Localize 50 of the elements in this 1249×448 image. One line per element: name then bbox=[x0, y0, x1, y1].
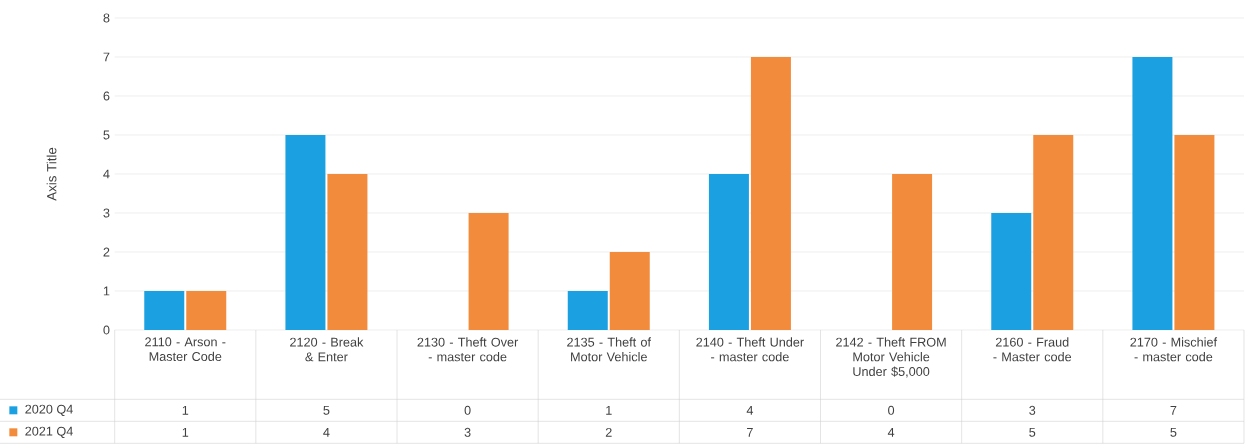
bar bbox=[750, 56, 791, 330]
data-label: 5 bbox=[1029, 427, 1036, 437]
bar bbox=[285, 134, 326, 330]
y-tick-label: 8 bbox=[103, 13, 110, 23]
x-tick-label: 2120 - Break & Enter bbox=[290, 337, 364, 362]
y-tick-label: 6 bbox=[103, 91, 110, 101]
data-label: 1 bbox=[182, 405, 189, 415]
x-tick-label: 2170 - Mischief - master code bbox=[1130, 337, 1218, 362]
x-tick-label: 2130 - Theft Over - master code bbox=[417, 337, 519, 362]
bar bbox=[991, 212, 1032, 330]
x-tick-label: 2135 - Theft of Motor Vehicle bbox=[567, 337, 651, 362]
y-tick-label: 4 bbox=[103, 169, 110, 179]
data-label: 4 bbox=[887, 427, 895, 437]
bar bbox=[144, 290, 185, 330]
bar bbox=[567, 290, 608, 330]
data-label: 1 bbox=[606, 405, 612, 415]
data-label: 4 bbox=[746, 405, 754, 415]
legend-label: 2020 Q4 bbox=[25, 404, 73, 416]
data-label: 0 bbox=[464, 405, 471, 415]
y-tick-label: 5 bbox=[103, 130, 110, 140]
y-tick-label: 3 bbox=[103, 208, 110, 218]
bar bbox=[1132, 56, 1173, 330]
bar bbox=[609, 251, 650, 330]
data-label: 7 bbox=[1170, 405, 1177, 415]
bar bbox=[708, 173, 749, 330]
bar bbox=[327, 173, 368, 330]
legend-label: 2021 Q4 bbox=[25, 426, 73, 438]
bar bbox=[186, 290, 227, 330]
data-label: 1 bbox=[182, 427, 189, 437]
x-tick-label: 2160 - Fraud - Master code bbox=[993, 337, 1072, 362]
x-tick-label: 2110 - Arson - Master Code bbox=[145, 337, 226, 361]
data-label: 3 bbox=[464, 427, 471, 437]
y-tick-label: 0 bbox=[103, 325, 110, 335]
bar bbox=[1174, 134, 1215, 330]
data-label: 7 bbox=[747, 427, 753, 437]
data-label: 5 bbox=[323, 405, 330, 415]
bar bbox=[1033, 134, 1074, 330]
y-tick-label: 7 bbox=[103, 52, 110, 62]
data-label: 2 bbox=[605, 427, 612, 437]
data-label: 0 bbox=[888, 405, 895, 415]
y-axis-title: Axis Title bbox=[46, 147, 57, 201]
data-label: 5 bbox=[1170, 427, 1177, 437]
y-tick-label: 2 bbox=[103, 247, 110, 257]
bar bbox=[892, 173, 933, 330]
x-tick-label: 2140 - Theft Under - master code bbox=[696, 337, 804, 362]
x-tick-label: 2142 - Theft FROM Motor Vehicle Under $5,000 bbox=[836, 337, 946, 378]
y-tick-label: 1 bbox=[103, 286, 110, 296]
data-label: 3 bbox=[1029, 405, 1036, 415]
bar bbox=[468, 212, 509, 330]
data-label: 4 bbox=[323, 427, 330, 437]
